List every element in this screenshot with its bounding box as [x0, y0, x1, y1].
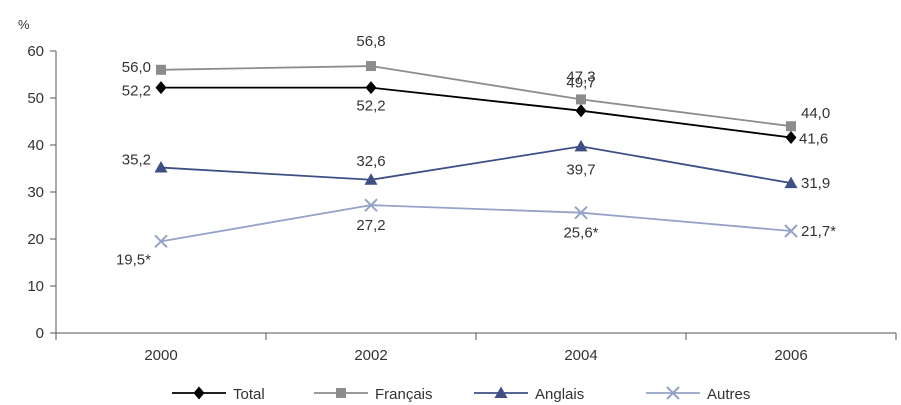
series-anglais	[154, 139, 798, 189]
data-label-autres: 21,7*	[801, 223, 836, 240]
y-tick-label: 60	[27, 43, 44, 60]
x-tick-label: 2006	[774, 347, 807, 364]
legend-label-anglais: Anglais	[535, 386, 584, 403]
series-autres	[154, 198, 798, 249]
data-label-autres: 25,6*	[563, 225, 598, 242]
data-label-total: 52,2	[122, 83, 151, 100]
data-point-autres	[364, 198, 378, 212]
y-unit-label: %	[18, 17, 30, 32]
legend-marker-total	[193, 386, 205, 400]
data-point-total	[155, 81, 167, 95]
data-point-anglais	[574, 139, 588, 152]
data-labels: 52,2 52,2 47,3 41,6 56,0 56,8 49,7 44,0 35,2 32,6…	[116, 33, 836, 268]
series-fran-ais	[156, 61, 796, 132]
x-tick-label: 2002	[354, 347, 387, 364]
series-line-anglais	[160, 145, 792, 184]
series-total	[155, 81, 797, 144]
legend-item-total: Total	[172, 386, 265, 403]
data-point-total	[785, 130, 797, 144]
series-line-total	[161, 86, 792, 139]
data-label-anglais: 35,2	[122, 152, 151, 169]
x-marker-stroke	[364, 198, 378, 212]
legend-label-autres: Autres	[707, 386, 750, 403]
data-label-total: 52,2	[356, 98, 385, 115]
data-label-fran-ais: 44,0	[801, 105, 830, 122]
data-point-anglais	[154, 161, 168, 173]
legend-item-fran-ais: Français	[314, 386, 433, 403]
y-tick-label: 20	[27, 231, 44, 248]
legend-marker-autres	[666, 386, 680, 400]
legend: Total Français Anglais Autres	[172, 386, 750, 403]
data-point-fran-ais	[366, 61, 376, 72]
data-label-total: 47,3	[566, 69, 595, 86]
data-label-fran-ais: 56,8	[356, 33, 385, 50]
data-label-anglais: 39,7	[566, 161, 595, 178]
y-tick-label: 30	[27, 184, 44, 201]
x-tick-label: 2004	[564, 347, 597, 364]
y-tick-label: 0	[36, 325, 44, 342]
data-point-anglais	[364, 173, 378, 185]
data-point-autres	[574, 205, 588, 220]
data-label-total: 41,6	[799, 130, 828, 147]
legend-marker-anglais	[494, 386, 508, 398]
y-tick-label: 50	[27, 90, 44, 107]
axes: % 0 10 20 30 40 50 60 2000 2002 2004 2006	[18, 17, 897, 364]
data-point-fran-ais	[576, 94, 586, 105]
y-tick-label: 40	[27, 137, 44, 154]
data-label-autres: 27,2	[356, 217, 385, 234]
data-label-anglais: 32,6	[356, 153, 385, 170]
series-line-fran-ais	[160, 65, 792, 128]
x-marker-stroke	[574, 205, 588, 220]
data-point-fran-ais	[156, 64, 166, 75]
x-marker-stroke	[784, 224, 798, 238]
x-tick-label: 2000	[144, 347, 177, 364]
data-label-anglais: 31,9	[801, 175, 830, 192]
data-label-fran-ais: 56,0	[122, 59, 151, 76]
data-point-anglais	[784, 176, 798, 189]
data-point-total	[365, 81, 377, 95]
x-marker-stroke	[154, 234, 168, 249]
data-point-autres	[784, 224, 798, 238]
y-tick-label: 10	[27, 278, 44, 295]
legend-item-anglais: Anglais	[474, 386, 584, 403]
data-point-total	[575, 104, 587, 118]
data-label-fran-ais: 49,7	[566, 74, 595, 91]
series-layer	[154, 61, 798, 249]
series-line-autres	[160, 204, 792, 243]
legend-label-fran-ais: Français	[375, 386, 433, 403]
data-point-autres	[154, 234, 168, 249]
data-label-autres: 19,5*	[116, 251, 151, 268]
x-marker-stroke	[666, 386, 680, 400]
legend-marker-fran-ais	[336, 388, 346, 398]
legend-item-autres: Autres	[646, 386, 750, 403]
legend-label-total: Total	[233, 386, 265, 403]
data-point-fran-ais	[786, 121, 796, 132]
